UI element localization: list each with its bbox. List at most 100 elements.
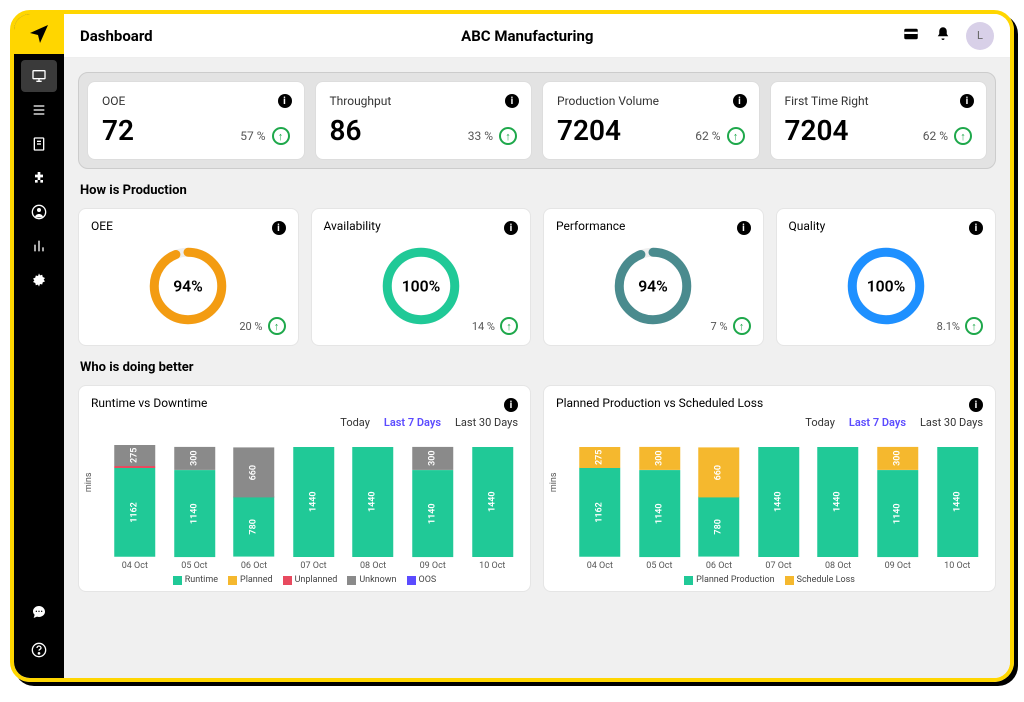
up-arrow-icon: ↑ — [272, 127, 290, 145]
bars-area: mins 11622751140300780660144014401140300… — [556, 437, 983, 557]
app-frame: Dashboard ABC Manufacturing L i OOE 72 5… — [10, 10, 1014, 682]
kpi-delta: 33 %↑ — [468, 127, 517, 145]
bar-segment: 1440 — [472, 447, 513, 557]
x-tick: 09 Oct — [872, 557, 924, 571]
kpi-ooe[interactable]: i OOE 72 57 %↑ — [87, 81, 305, 160]
kpi-first-time-right[interactable]: i First Time Right 7204 62 %↑ — [770, 81, 988, 160]
nav-analytics[interactable] — [21, 230, 57, 262]
topbar: Dashboard ABC Manufacturing L — [64, 14, 1010, 58]
up-arrow-icon: ↑ — [268, 317, 286, 335]
bar-segment: 300 — [639, 447, 680, 470]
legend-item: Runtime — [173, 575, 218, 585]
donut-chart: 94% — [608, 241, 698, 331]
help-icon — [31, 642, 47, 658]
kpi-throughput[interactable]: i Throughput 86 33 %↑ — [315, 81, 533, 160]
info-icon[interactable]: i — [960, 94, 974, 108]
nav-dashboard[interactable] — [21, 60, 57, 92]
kpi-production-volume[interactable]: i Production Volume 7204 62 %↑ — [542, 81, 760, 160]
bar-segment: 1440 — [758, 447, 799, 557]
svg-text:100%: 100% — [401, 277, 440, 296]
prod-quality[interactable]: i Quality 100% 8.1%↑ — [776, 208, 997, 346]
range-tab[interactable]: Last 7 Days — [384, 416, 441, 429]
sidebar — [14, 14, 64, 678]
bar-column: 1140300 — [407, 447, 459, 557]
prod-label: Availability — [324, 219, 519, 233]
bar-column: 1440 — [288, 447, 340, 557]
nav-chat[interactable] — [21, 596, 57, 628]
bar-segment: 1140 — [412, 470, 453, 557]
range-tab[interactable]: Last 7 Days — [849, 416, 906, 429]
up-arrow-icon: ↑ — [965, 317, 983, 335]
avatar[interactable]: L — [966, 22, 994, 50]
bar-segment: 275 — [579, 447, 620, 468]
x-axis: 04 Oct05 Oct06 Oct07 Oct08 Oct09 Oct10 O… — [91, 557, 518, 571]
range-tab[interactable]: Last 30 Days — [455, 416, 518, 429]
kpi-label: Throughput — [330, 94, 518, 108]
x-tick: 04 Oct — [574, 557, 626, 571]
info-icon[interactable]: i — [504, 398, 518, 412]
range-tab[interactable]: Last 30 Days — [920, 416, 983, 429]
info-icon[interactable]: i — [504, 221, 518, 235]
bar-column: 780660 — [693, 447, 745, 557]
prod-performance[interactable]: i Performance 94% 7 %↑ — [543, 208, 764, 346]
bar-column: 1440 — [931, 447, 983, 557]
prod-label: OEE — [91, 219, 286, 233]
monitor-icon — [31, 68, 47, 84]
prod-oee[interactable]: i OEE 94% 20 %↑ — [78, 208, 299, 346]
kpi-label: OOE — [102, 94, 290, 108]
nav-bottom — [21, 596, 57, 666]
info-icon[interactable]: i — [505, 94, 519, 108]
bar-segment: 1440 — [937, 447, 978, 557]
x-tick: 10 Oct — [931, 557, 983, 571]
up-arrow-icon: ↑ — [954, 127, 972, 145]
x-axis: 04 Oct05 Oct06 Oct07 Oct08 Oct09 Oct10 O… — [556, 557, 983, 571]
nav-list-item[interactable] — [21, 94, 57, 126]
topbar-actions: L — [902, 22, 994, 50]
up-arrow-icon: ↑ — [499, 127, 517, 145]
list-icon — [31, 102, 47, 118]
range-tab[interactable]: Today — [340, 416, 370, 429]
bar-column: 780660 — [228, 447, 280, 557]
prod-delta: 20 %↑ — [239, 317, 285, 335]
bar-segment: 300 — [412, 447, 453, 470]
bar-column: 1162275 — [574, 447, 626, 557]
donut-chart: 94% — [143, 241, 233, 331]
info-icon[interactable]: i — [737, 221, 751, 235]
card-icon[interactable] — [902, 25, 920, 47]
legend-item: OOS — [407, 575, 437, 585]
puzzle-icon — [31, 170, 47, 186]
range-tab[interactable]: Today — [805, 416, 835, 429]
bar-segment: 1162 — [114, 468, 155, 557]
range-tabs: Today Last 7 Days Last 30 Days — [91, 416, 518, 429]
bar-column: 1162275 — [109, 445, 161, 557]
bars-area: mins 11622751140300780660144014401140300… — [91, 437, 518, 557]
info-icon[interactable]: i — [272, 221, 286, 235]
up-arrow-icon: ↑ — [733, 317, 751, 335]
nav-equipment[interactable] — [21, 162, 57, 194]
info-icon[interactable]: i — [278, 94, 292, 108]
bars-icon — [31, 238, 47, 254]
section-better-title: Who is doing better — [80, 360, 996, 375]
info-icon[interactable]: i — [969, 398, 983, 412]
bar-segment: 1440 — [817, 447, 858, 557]
nav-user[interactable] — [21, 196, 57, 228]
bar-column: 1440 — [753, 447, 805, 557]
bar-segment: 1140 — [174, 470, 215, 557]
nav-settings[interactable] — [21, 264, 57, 296]
legend: RuntimePlannedUnplannedUnknownOOS — [91, 575, 518, 585]
kpi-label: Production Volume — [557, 94, 745, 108]
svg-text:100%: 100% — [866, 277, 905, 296]
x-tick: 08 Oct — [347, 557, 399, 571]
nav-report[interactable] — [21, 128, 57, 160]
nav-help[interactable] — [21, 634, 57, 666]
donut-chart: 100% — [841, 241, 931, 331]
legend-item: Planned — [228, 575, 273, 585]
info-icon[interactable]: i — [969, 221, 983, 235]
chart-title: Runtime vs Downtime — [91, 396, 518, 410]
bar-segment — [114, 466, 155, 468]
info-icon[interactable]: i — [733, 94, 747, 108]
x-tick: 04 Oct — [109, 557, 161, 571]
bell-icon[interactable] — [934, 25, 952, 47]
prod-availability[interactable]: i Availability 100% 14 %↑ — [311, 208, 532, 346]
content: i OOE 72 57 %↑ i Throughput 86 33 %↑ i P… — [64, 58, 1010, 678]
